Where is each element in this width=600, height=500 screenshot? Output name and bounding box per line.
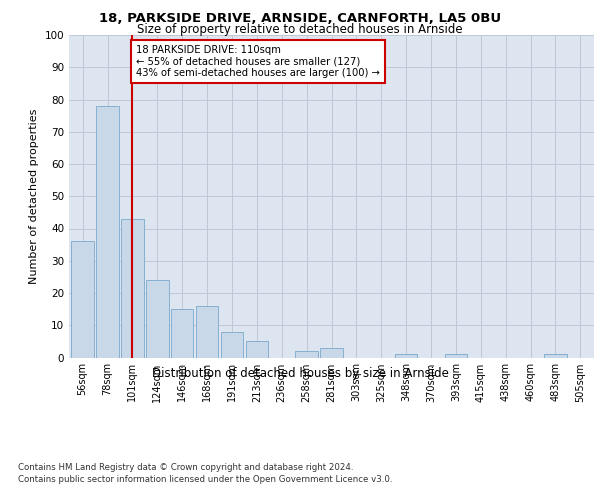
- Y-axis label: Number of detached properties: Number of detached properties: [29, 108, 39, 284]
- Bar: [196, 306, 218, 358]
- Bar: [221, 332, 243, 357]
- Text: Contains public sector information licensed under the Open Government Licence v3: Contains public sector information licen…: [18, 475, 392, 484]
- Bar: [445, 354, 467, 358]
- Bar: [544, 354, 566, 358]
- Text: Size of property relative to detached houses in Arnside: Size of property relative to detached ho…: [137, 22, 463, 36]
- Bar: [71, 242, 94, 358]
- Bar: [320, 348, 343, 358]
- Bar: [97, 106, 119, 358]
- Text: 18, PARKSIDE DRIVE, ARNSIDE, CARNFORTH, LA5 0BU: 18, PARKSIDE DRIVE, ARNSIDE, CARNFORTH, …: [99, 12, 501, 26]
- Text: Contains HM Land Registry data © Crown copyright and database right 2024.: Contains HM Land Registry data © Crown c…: [18, 462, 353, 471]
- Bar: [295, 351, 318, 358]
- Bar: [146, 280, 169, 357]
- Text: 18 PARKSIDE DRIVE: 110sqm
← 55% of detached houses are smaller (127)
43% of semi: 18 PARKSIDE DRIVE: 110sqm ← 55% of detac…: [136, 44, 380, 78]
- Bar: [395, 354, 418, 358]
- Bar: [245, 342, 268, 357]
- Bar: [171, 309, 193, 358]
- Bar: [121, 219, 143, 358]
- Text: Distribution of detached houses by size in Arnside: Distribution of detached houses by size …: [152, 368, 448, 380]
